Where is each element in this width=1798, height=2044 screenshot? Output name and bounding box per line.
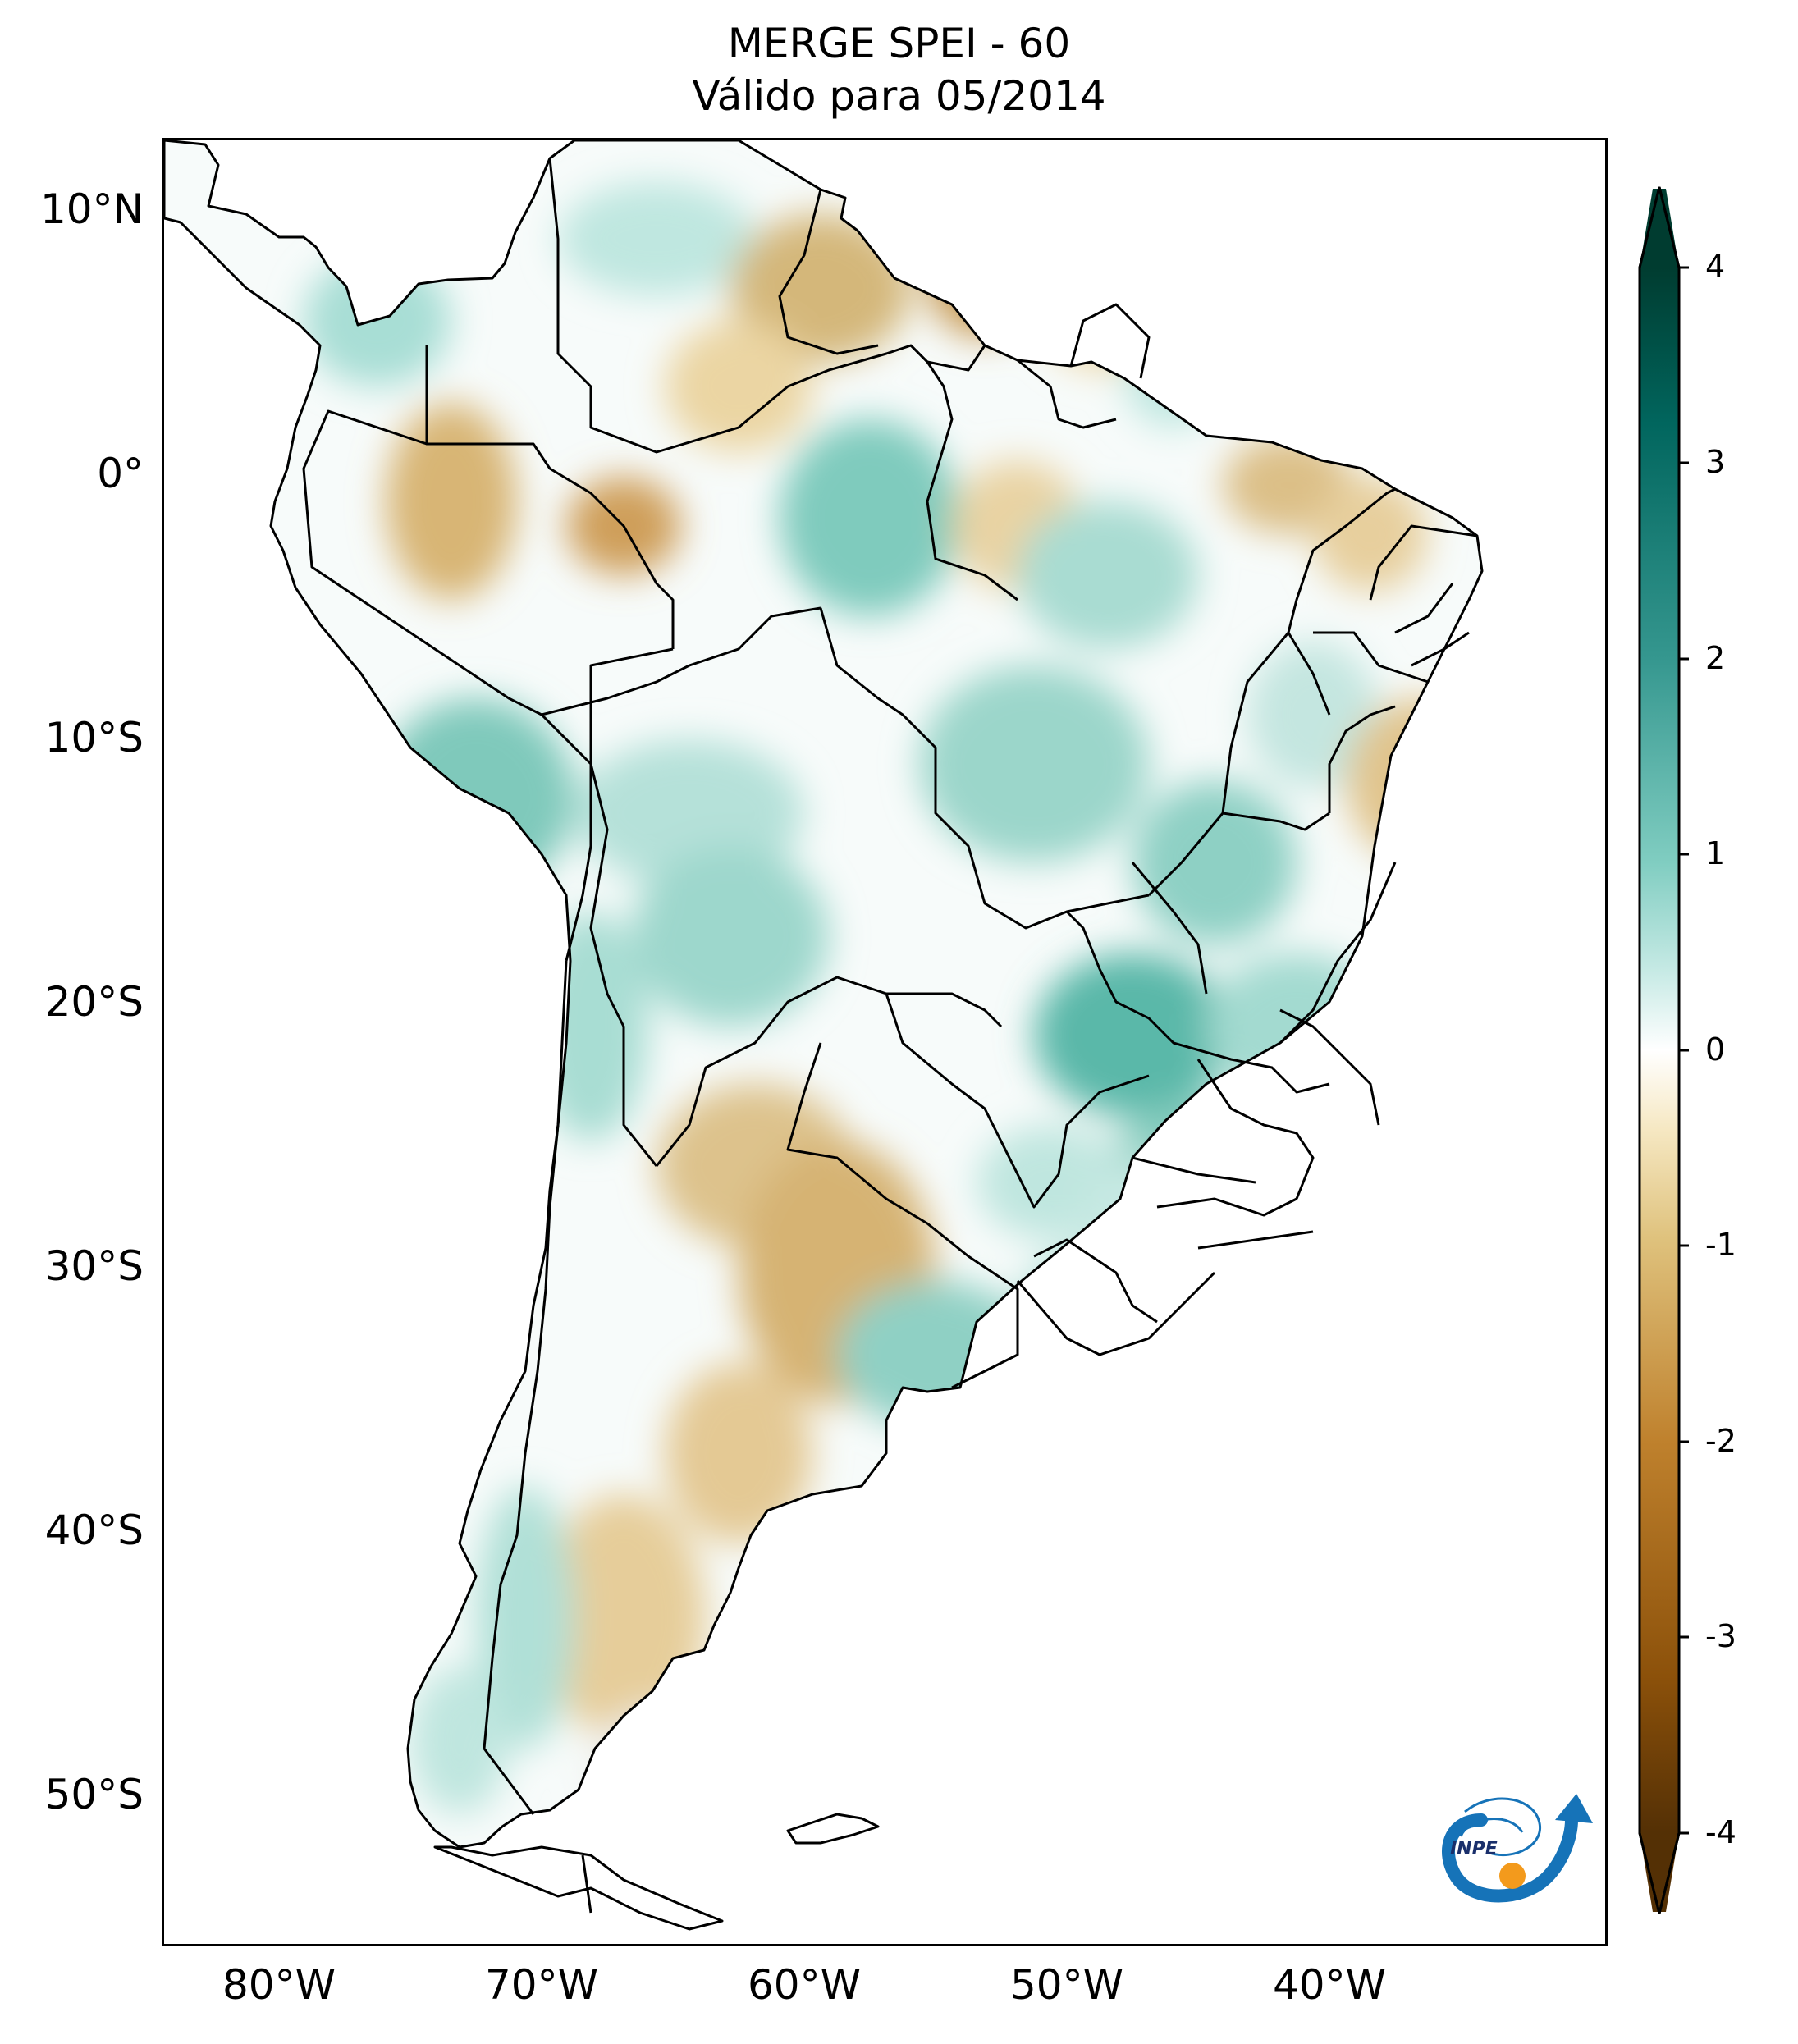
lat-tick-label: 10°N	[39, 185, 144, 233]
lon-tick-label: 50°W	[1009, 1961, 1124, 2009]
lat-tick-label: 40°S	[44, 1507, 144, 1554]
lon-tick-label: 60°W	[747, 1961, 862, 2009]
colorbar-tick-label: -2	[1705, 1423, 1736, 1459]
colorbar-gradient	[1640, 268, 1679, 1833]
inpe-logo-text: INPE	[1450, 1839, 1498, 1859]
colorbar-tick-label: 4	[1705, 249, 1726, 285]
colorbar-tick-label: 1	[1705, 835, 1726, 871]
lat-tick-label: 10°S	[44, 714, 144, 761]
lon-tick-label: 80°W	[222, 1961, 336, 2009]
inpe-logo: INPE	[1442, 1794, 1593, 1903]
colorbar-tick-label: -4	[1705, 1814, 1736, 1850]
colorbar-extend-max	[1640, 189, 1679, 268]
colorbar	[1638, 186, 1689, 1914]
lat-tick-label: 30°S	[44, 1242, 144, 1290]
lat-tick-label: 50°S	[44, 1771, 144, 1818]
spei-field	[164, 140, 1482, 1847]
lat-tick-label: 20°S	[44, 978, 144, 1026]
colorbar-tick-label: -1	[1705, 1227, 1736, 1263]
colorbar-tick-label: 3	[1705, 444, 1726, 480]
spei-map	[164, 140, 1484, 1931]
lon-tick-label: 70°W	[484, 1961, 599, 2009]
map-panel	[162, 138, 1608, 1946]
colorbar-tick-label: 2	[1705, 640, 1726, 676]
colorbar-tick-label: 0	[1705, 1031, 1726, 1068]
lon-tick-label: 40°W	[1272, 1961, 1387, 2009]
map-title: MERGE SPEI - 60	[727, 20, 1071, 67]
colorbar-extend-min	[1640, 1833, 1679, 1912]
lat-tick-label: 0°	[97, 450, 144, 497]
country-borders	[164, 140, 1484, 1931]
map-subtitle: Válido para 05/2014	[692, 72, 1106, 120]
colorbar-tick-label: -3	[1705, 1618, 1736, 1654]
